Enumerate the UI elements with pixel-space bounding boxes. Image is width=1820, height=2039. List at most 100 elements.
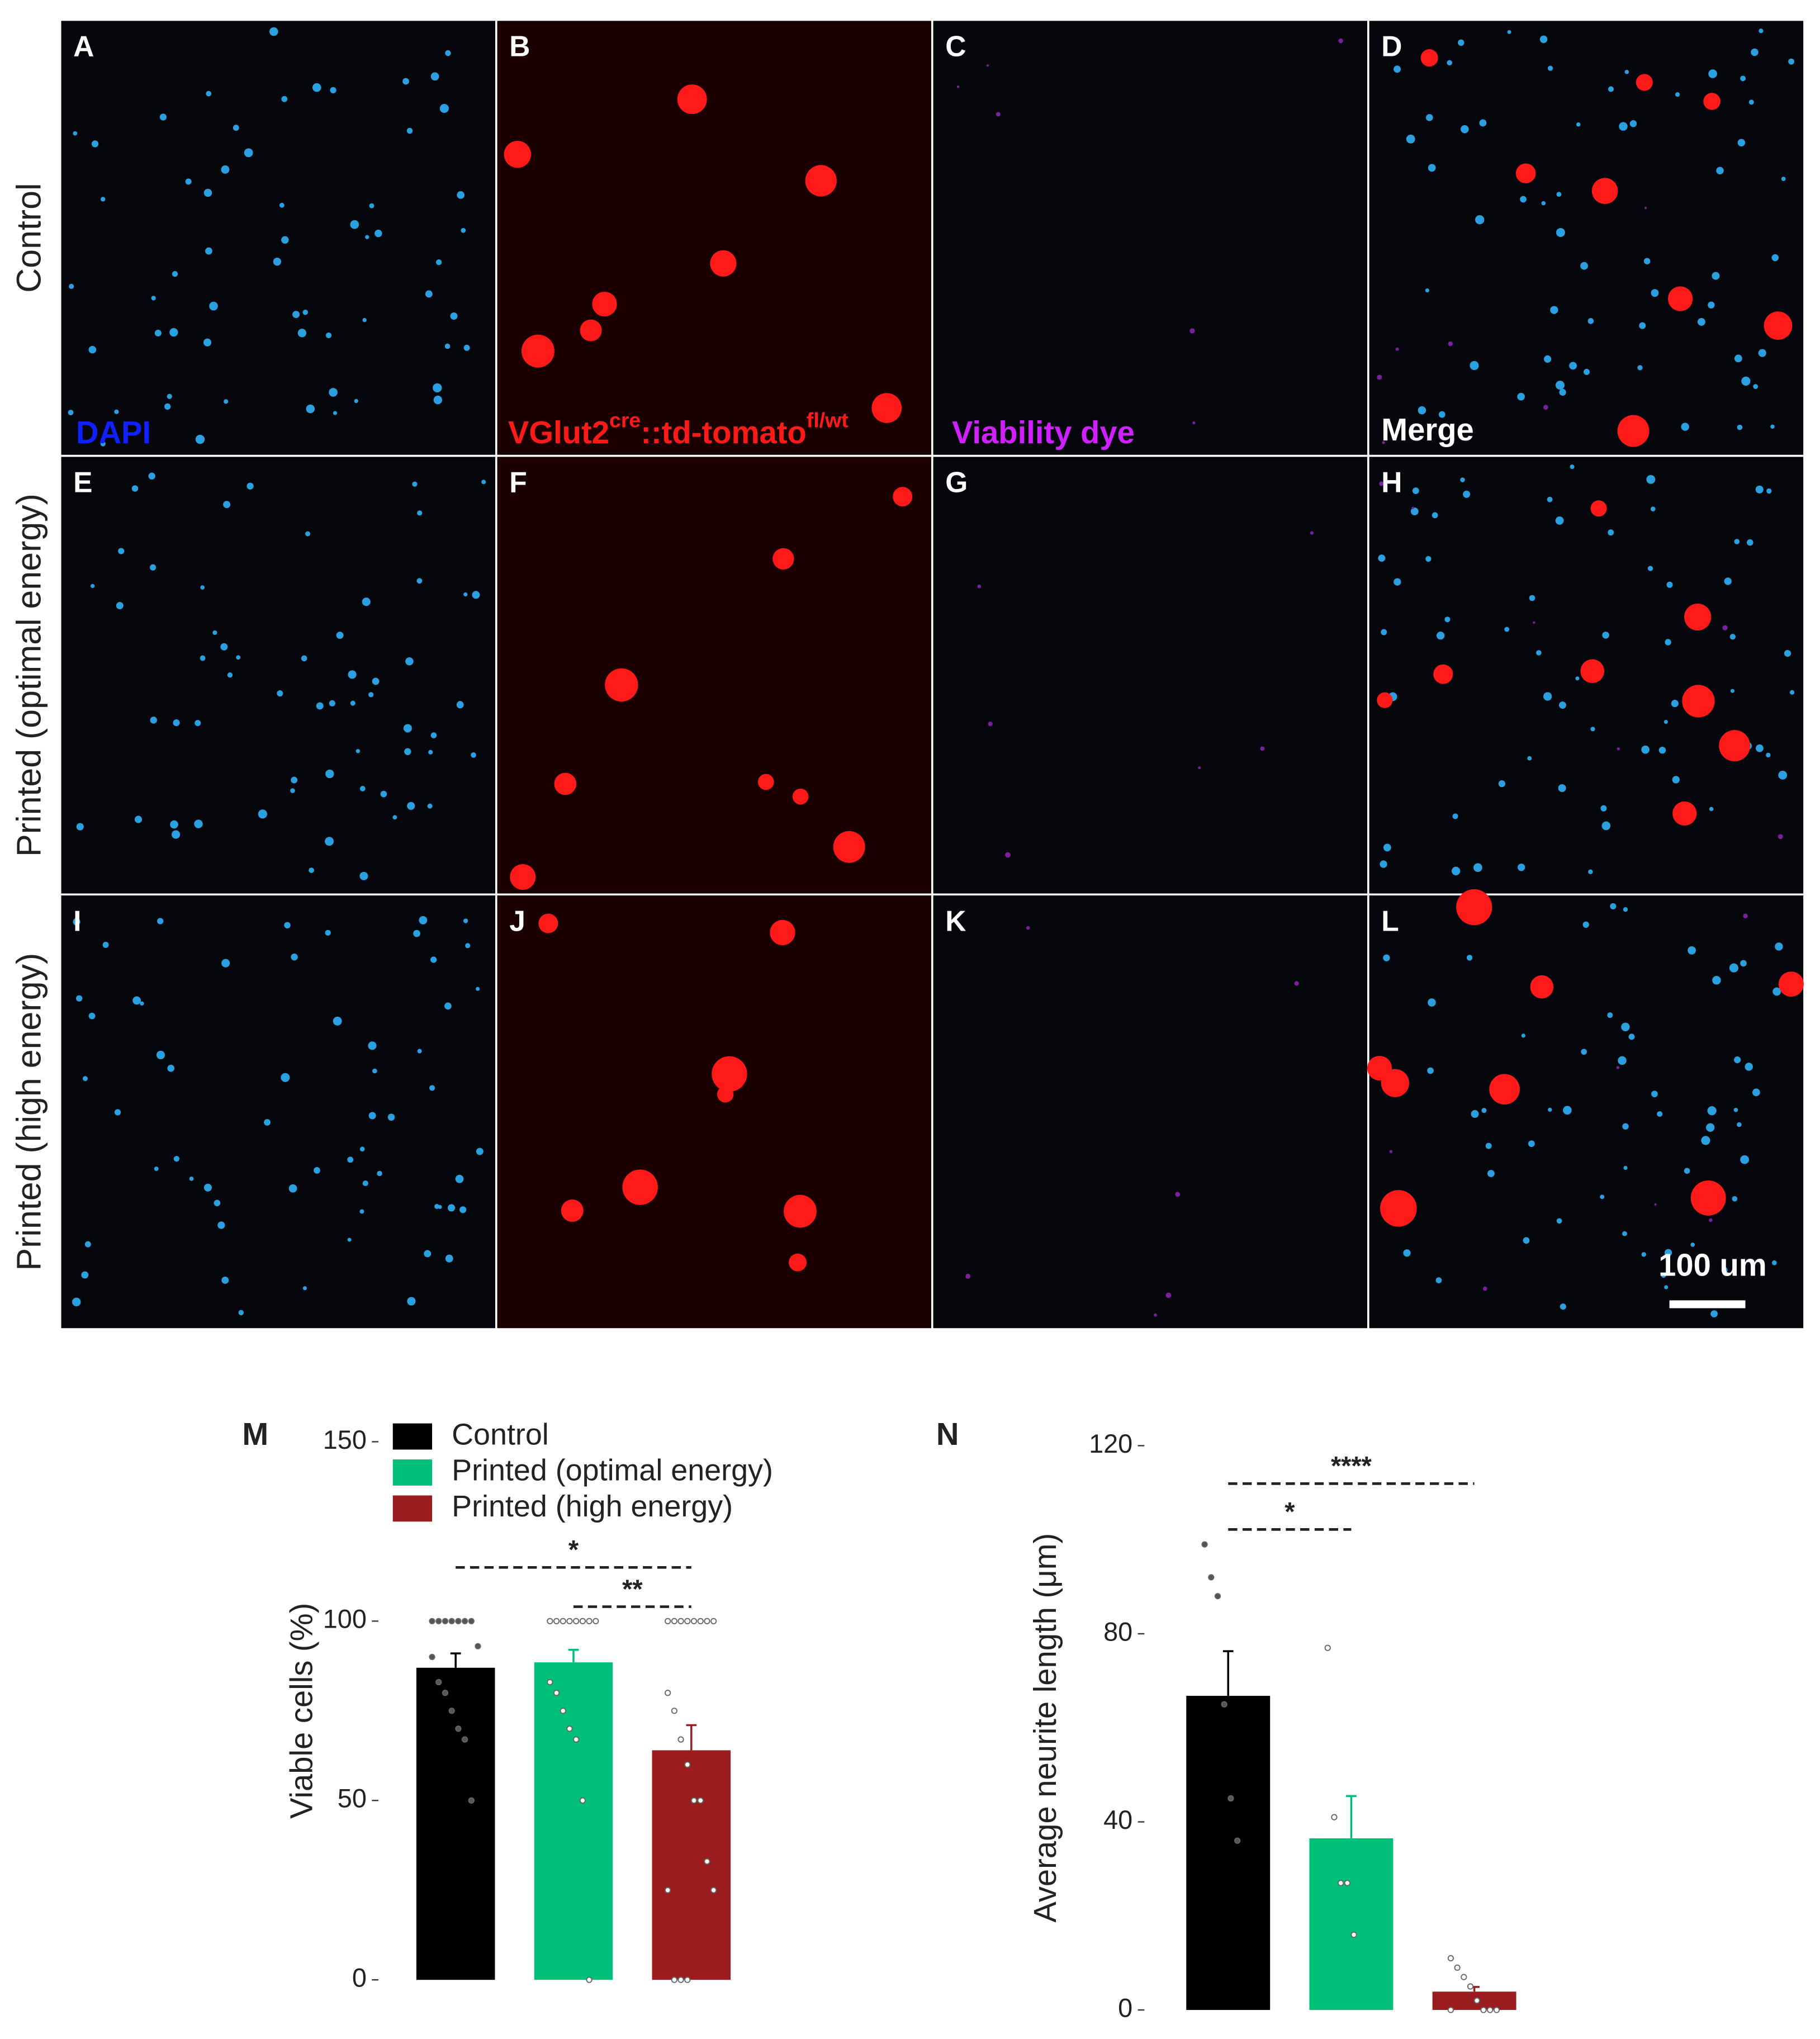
bar: [416, 1667, 495, 1980]
cell: [1665, 639, 1671, 646]
cell: [200, 585, 205, 590]
cell: [1617, 747, 1620, 751]
panel-letter: H: [1381, 466, 1402, 499]
cell: [444, 343, 451, 349]
cell: [1706, 1123, 1715, 1132]
cell: [356, 749, 361, 753]
cell: [233, 125, 239, 131]
cell: [291, 954, 298, 961]
cell: [157, 918, 164, 924]
data-point: [665, 1690, 671, 1696]
cell: [368, 692, 374, 698]
cell: [1452, 813, 1458, 819]
data-point: [1461, 1974, 1467, 1980]
cell: [336, 632, 344, 639]
cell: [1766, 488, 1772, 494]
data-point: [566, 1618, 573, 1624]
cell: [1712, 975, 1721, 985]
cell: [1690, 1180, 1726, 1216]
cell: [1663, 720, 1668, 724]
cell: [1556, 192, 1562, 197]
cell: [1310, 531, 1314, 535]
cell: [1189, 328, 1195, 334]
data-point: [684, 1618, 691, 1624]
data-point: [1454, 1964, 1461, 1971]
cell: [1781, 177, 1786, 181]
y-tick-label: 40: [1103, 1805, 1132, 1834]
cell: [1771, 254, 1779, 262]
cell: [1709, 1218, 1713, 1222]
cell: [69, 283, 74, 289]
cell: [1558, 701, 1566, 709]
cell: [463, 918, 468, 923]
cell: [419, 916, 428, 924]
cell: [1722, 625, 1728, 630]
cell: [1772, 987, 1781, 996]
cell: [710, 250, 737, 277]
cell: [1664, 1285, 1669, 1289]
data-point: [1344, 1880, 1350, 1886]
cell: [150, 717, 157, 724]
cell: [171, 830, 181, 839]
cell: [1616, 1066, 1620, 1069]
cell: [1517, 392, 1525, 401]
micrograph: [1367, 18, 1805, 457]
cell: [1412, 487, 1419, 494]
cell: [73, 131, 78, 136]
cell: [1473, 863, 1482, 872]
panel-letter: N: [936, 1416, 959, 1452]
cell: [1608, 86, 1614, 92]
cell: [102, 942, 109, 949]
cell: [402, 78, 409, 85]
data-point: [442, 1690, 449, 1696]
cell: [1383, 954, 1390, 961]
cell: [1672, 801, 1697, 826]
bar: [1309, 1838, 1394, 2010]
cell: [1784, 649, 1791, 657]
cell: [405, 657, 414, 666]
cell: [430, 72, 439, 81]
cell: [510, 864, 536, 890]
cell: [1618, 1056, 1627, 1065]
cell: [114, 409, 119, 414]
cell: [164, 403, 171, 410]
cell: [1576, 122, 1581, 127]
cell: [605, 668, 638, 702]
cell: [1536, 650, 1542, 656]
data-point: [697, 1797, 704, 1804]
data-point: [710, 1887, 717, 1894]
cell: [154, 1167, 159, 1172]
cell: [1748, 99, 1754, 105]
data-point: [586, 1618, 593, 1624]
cell: [977, 584, 982, 589]
cell: [1570, 464, 1575, 470]
cell: [325, 837, 334, 846]
cell: [247, 482, 254, 490]
data-point: [455, 1618, 462, 1624]
bar: [652, 1750, 731, 1980]
cell: [347, 1156, 354, 1163]
panel-letter: B: [509, 30, 530, 63]
scale-bar-label: 100 um: [1658, 1248, 1767, 1283]
cell: [82, 1076, 88, 1082]
cell: [1707, 1106, 1717, 1116]
cell: [206, 91, 212, 97]
cell: [1518, 864, 1525, 871]
cell: [330, 87, 336, 94]
cell: [1432, 512, 1438, 519]
cell: [677, 84, 707, 115]
cell: [91, 140, 99, 148]
y-tick-label: 120: [1089, 1429, 1132, 1458]
data-point: [684, 1976, 691, 1983]
cell: [1644, 206, 1647, 209]
cell: [1590, 500, 1607, 517]
data-point: [684, 1761, 691, 1768]
cell: [1548, 1107, 1552, 1112]
cell: [169, 328, 178, 337]
data-point: [697, 1618, 704, 1624]
data-point: [553, 1618, 560, 1624]
cell: [1740, 1155, 1750, 1164]
cell: [1461, 125, 1469, 134]
legend-label: Printed (optimal energy): [452, 1454, 773, 1487]
cell: [772, 548, 794, 570]
